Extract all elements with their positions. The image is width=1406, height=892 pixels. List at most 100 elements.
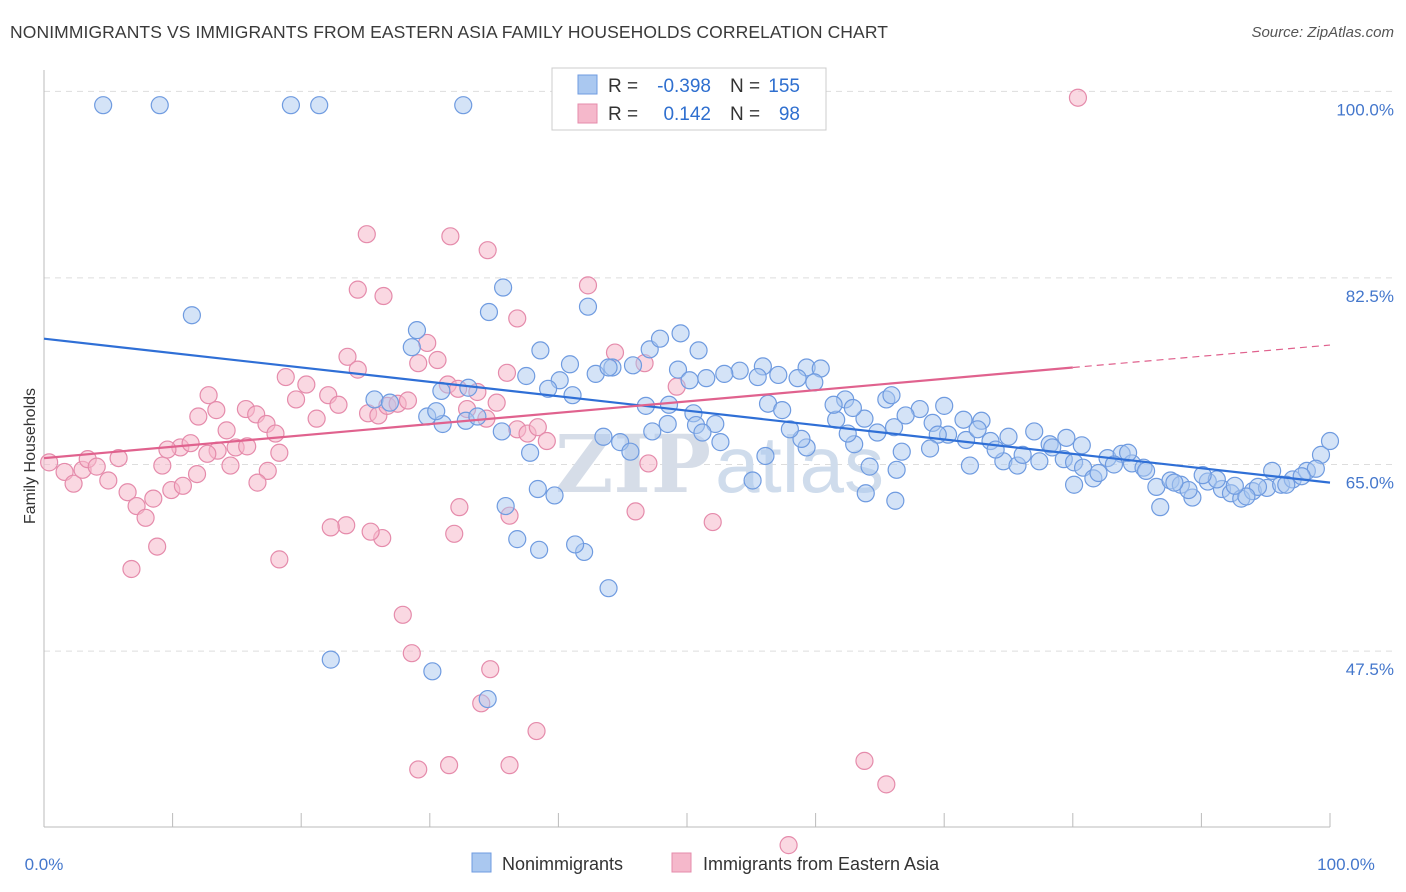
nonimmigrant-point-24 bbox=[545, 486, 564, 505]
nonimmigrant-point-111 bbox=[824, 395, 843, 414]
immigrant-point-93 bbox=[703, 512, 722, 532]
immigrant-point-86 bbox=[578, 276, 598, 295]
nonimmigrant-point-45 bbox=[892, 442, 911, 461]
nonimmigrant-point-23 bbox=[528, 479, 547, 499]
immigrant-point-18 bbox=[207, 401, 226, 420]
immigrant-point-70 bbox=[402, 644, 421, 663]
immigrant-point-71 bbox=[409, 760, 428, 779]
nonimmigrant-point-125 bbox=[599, 358, 618, 377]
nonimmigrant-point-127 bbox=[560, 355, 580, 374]
watermark-zip: ZIP bbox=[555, 417, 711, 511]
immigrant-point-50 bbox=[528, 418, 547, 437]
immigrant-point-25 bbox=[276, 367, 295, 387]
legend-r-label-2: R = bbox=[608, 104, 638, 125]
nonimmigrant-point-4 bbox=[454, 96, 473, 115]
nonimmigrant-point-89 bbox=[1151, 498, 1170, 517]
y-axis-label: Family Households bbox=[22, 388, 39, 524]
nonimmigrant-point-79 bbox=[1292, 467, 1311, 486]
y-tick-label-3: 100.0% bbox=[1336, 100, 1394, 119]
bottom-legend-nonimmigrants: Nonimmigrants bbox=[502, 854, 623, 874]
immigrant-point-28 bbox=[307, 409, 326, 428]
nonimmigrant-point-110 bbox=[843, 398, 862, 418]
trend-line-nonimmigrants bbox=[43, 337, 1331, 484]
immigrant-point-95 bbox=[855, 751, 874, 770]
immigrant-point-96 bbox=[877, 775, 896, 794]
nonimmigrant-point-87 bbox=[1179, 480, 1198, 500]
nonimmigrant-point-145 bbox=[960, 456, 980, 475]
immigrant-point-75 bbox=[527, 721, 546, 741]
nonimmigrant-point-99 bbox=[999, 427, 1018, 446]
immigrant-point-63 bbox=[122, 559, 141, 579]
nonimmigrant-point-106 bbox=[896, 406, 915, 425]
immigrant-point-47 bbox=[497, 363, 517, 382]
nonimmigrant-point-101 bbox=[968, 420, 987, 439]
immigrant-point-59 bbox=[187, 464, 207, 484]
immigrant-point-78 bbox=[361, 522, 380, 541]
immigrant-point-79 bbox=[321, 518, 340, 537]
immigrant-point-19 bbox=[217, 421, 236, 440]
nonimmigrant-point-94 bbox=[1072, 436, 1091, 455]
nonimmigrant-point-21 bbox=[492, 422, 511, 441]
immigrant-point-31 bbox=[338, 347, 357, 366]
nonimmigrant-point-83 bbox=[1237, 487, 1256, 506]
immigrant-point-82 bbox=[374, 286, 393, 306]
immigrant-point-30 bbox=[329, 395, 348, 414]
immigrant-point-26 bbox=[286, 390, 306, 409]
nonimmigrant-point-152 bbox=[886, 491, 905, 510]
nonimmigrant-point-124 bbox=[650, 329, 670, 348]
nonimmigrant-point-121 bbox=[689, 341, 708, 360]
nonimmigrant-point-103 bbox=[935, 396, 954, 415]
nonimmigrant-point-25 bbox=[594, 427, 613, 446]
nonimmigrant-point-157 bbox=[530, 540, 549, 559]
immigrant-point-68 bbox=[450, 498, 469, 517]
nonimmigrant-point-132 bbox=[508, 530, 527, 549]
nonimmigrant-point-146 bbox=[1064, 475, 1084, 494]
immigrant-point-83 bbox=[441, 227, 460, 246]
immigrant-point-76 bbox=[500, 756, 519, 775]
immigrant-point-24 bbox=[266, 424, 285, 443]
nonimmigrant-point-119 bbox=[697, 369, 716, 388]
immigrant-point-2 bbox=[64, 474, 83, 493]
bottom-legend-swatch-immigrants bbox=[671, 852, 692, 873]
immigrant-point-60 bbox=[173, 476, 192, 495]
immigrant-point-16 bbox=[189, 407, 208, 426]
legend-swatch-pink bbox=[577, 103, 598, 124]
nonimmigrant-point-149 bbox=[621, 442, 640, 461]
series-immigrants-points bbox=[40, 82, 1088, 855]
legend-swatch-blue bbox=[577, 74, 598, 95]
nonimmigrant-point-97 bbox=[1030, 452, 1049, 471]
nonimmigrant-point-80 bbox=[1277, 475, 1296, 494]
immigrant-point-27 bbox=[297, 375, 316, 394]
nonimmigrant-point-113 bbox=[805, 373, 824, 392]
bottom-legend-swatch-nonimmigrants bbox=[471, 852, 492, 873]
x-tick-label-max: 100.0% bbox=[1317, 855, 1375, 874]
nonimmigrant-point-135 bbox=[599, 579, 618, 598]
immigrant-point-10 bbox=[136, 508, 155, 527]
immigrant-point-11 bbox=[144, 489, 163, 508]
immigrant-point-55 bbox=[238, 437, 257, 456]
legend-n-value-1: 155 bbox=[768, 76, 800, 97]
immigrant-point-92 bbox=[626, 502, 645, 521]
immigrant-point-52 bbox=[270, 443, 289, 462]
x-tick-label-min: 0.0% bbox=[25, 855, 64, 874]
immigrant-point-61 bbox=[158, 440, 177, 459]
nonimmigrant-point-1 bbox=[150, 96, 169, 115]
bottom-legend: Nonimmigrants Immigrants from Eastern As… bbox=[471, 852, 940, 874]
chart-title: NONIMMIGRANTS VS IMMIGRANTS FROM EASTERN… bbox=[10, 22, 889, 42]
nonimmigrant-point-131 bbox=[496, 496, 515, 516]
nonimmigrant-point-91 bbox=[1118, 443, 1138, 462]
immigrant-point-6 bbox=[99, 471, 118, 490]
immigrant-point-62 bbox=[148, 537, 167, 556]
nonimmigrant-point-96 bbox=[1043, 438, 1062, 457]
nonimmigrant-point-6 bbox=[494, 278, 513, 297]
y-tick-label-0: 47.5% bbox=[1346, 660, 1394, 679]
trend-lines bbox=[43, 337, 1331, 484]
nonimmigrant-point-147 bbox=[427, 402, 446, 421]
nonimmigrant-point-28 bbox=[643, 422, 662, 441]
nonimmigrant-point-92 bbox=[1104, 455, 1124, 474]
series-nonimmigrants-points bbox=[94, 96, 1340, 709]
immigrant-point-64 bbox=[270, 550, 289, 569]
legend-frame bbox=[551, 67, 827, 131]
nonimmigrant-point-8 bbox=[407, 321, 427, 340]
